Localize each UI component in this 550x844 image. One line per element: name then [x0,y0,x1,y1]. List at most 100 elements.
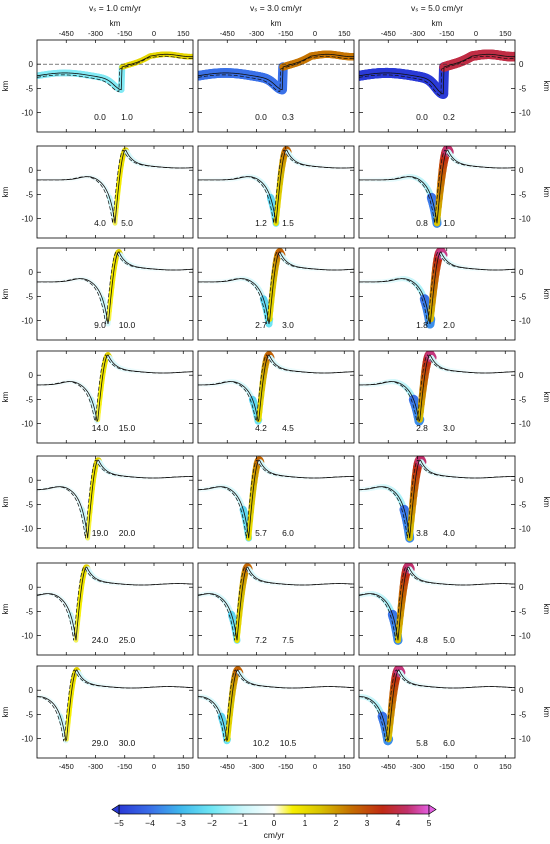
time-label: 1.8 [416,320,428,330]
panel: -450 -300 -150 0 150 0.0 0.3 [197,29,355,133]
panel: -10 -5 0 km 3.8 4.0 [358,455,550,549]
x-tick-label: -150 [117,29,132,38]
y-tick-label: 0 [29,476,34,485]
x-tick-label: -450 [59,762,74,771]
time-label: 3.8 [416,528,428,538]
y-axis-label: km [542,604,550,615]
topography-profile-line [198,566,354,641]
panel-content [37,352,193,424]
time-label: 1.0 [121,112,133,122]
colorbar-tick-label: −4 [145,818,155,828]
y-tick-label: -10 [21,525,33,534]
x-tick-label: -450 [381,29,396,38]
panel-content [359,666,515,746]
panel: -10 -5 0 -450 -300 -150 0 150 km 0.0 1.0 [1,29,194,133]
topography-profile-line [37,53,193,91]
previous-profile-line [359,459,515,539]
y-tick-label: 0 [519,166,524,175]
x-tick-label: -150 [439,29,454,38]
panel-frame [36,145,194,239]
x-tick-label: -300 [249,762,264,771]
panel-frame [358,350,516,444]
panel: -10 -5 0 -450 -300 -150 0 150 km 29.0 30.0 [1,665,194,771]
topography-profile-line [198,53,354,91]
y-tick-label: 0 [29,60,34,69]
previous-profile-line [359,354,515,423]
previous-profile-line [198,149,354,224]
panel: 5.7 6.0 [197,455,355,549]
x-tick-label: -450 [220,762,235,771]
panel-frame [197,350,355,444]
previous-profile-line [198,459,354,539]
colorbar-tick-label: −5 [114,818,124,828]
y-tick-label: -5 [26,84,34,93]
y-tick-label: -10 [21,215,33,224]
time-label: 20.0 [119,528,136,538]
colorbar-tick-label: 2 [334,818,339,828]
top-axis-label: km [432,19,443,28]
previous-profile-line [37,149,193,224]
time-label: 1.5 [282,218,294,228]
previous-profile-line [198,354,354,423]
x-tick-label: -450 [59,29,74,38]
time-label: 30.0 [119,738,136,748]
panel-frame [36,665,194,759]
y-tick-label: -5 [26,607,34,616]
y-tick-label: -5 [519,607,527,616]
time-label: 7.5 [282,635,294,645]
panel-background [198,456,354,548]
panel-background [37,563,193,655]
panel-content [37,667,193,744]
panel: -450 -300 -150 0 150 10.2 10.5 [197,665,355,771]
x-tick-label: 150 [338,762,351,771]
x-tick-label: 150 [177,762,190,771]
time-label: 0.2 [443,112,455,122]
panel: 7.2 7.5 [197,562,355,656]
y-axis-label: km [1,391,10,402]
time-label: 4.8 [416,635,428,645]
colorbar-tick-label: −1 [238,818,248,828]
time-label: 6.0 [443,738,455,748]
x-tick-label: 0 [152,762,156,771]
top-axis-label: km [110,19,121,28]
panel-frame [197,665,355,759]
y-tick-label: -5 [26,710,34,719]
panel-frame [36,39,194,133]
column-title: vₛ = 3.0 cm/yr [250,3,302,13]
column-title: vₛ = 1.0 cm/yr [89,3,141,13]
y-axis-label: km [542,707,550,718]
time-label: 7.2 [255,635,267,645]
y-tick-label: 0 [29,371,34,380]
panel: -10 -5 0 km 14.0 15.0 [1,350,194,444]
colorbar-tick-label: 4 [396,818,401,828]
y-tick-label: -5 [519,500,527,509]
panel-content [359,248,515,329]
y-axis-label: km [542,81,550,92]
panel-content [198,50,354,95]
panel-content [359,456,515,543]
time-label: 4.5 [282,423,294,433]
panel-content [359,49,515,99]
panel: -10 -5 0 -450 -300 -150 0 150 km 0.0 0.2 [358,29,550,133]
y-tick-label: 0 [519,583,524,592]
y-axis-label: km [542,392,550,403]
y-tick-label: -10 [21,632,33,641]
colorbar-tick-label: −2 [207,818,217,828]
panel-content [198,563,354,644]
panel: -10 -5 0 km 9.0 10.0 [1,247,194,341]
time-label: 10.0 [119,320,136,330]
y-tick-label: -10 [519,632,531,641]
y-tick-label: 0 [519,476,524,485]
panel: -10 -5 0 -450 -300 -150 0 150 km 5.8 6.0 [358,665,550,771]
panel-content [37,51,193,93]
y-tick-label: -10 [519,317,531,326]
panel-frame [197,455,355,549]
y-tick-label: 0 [519,686,524,695]
y-tick-label: -5 [519,84,527,93]
x-tick-label: -300 [249,29,264,38]
x-tick-label: -300 [410,29,425,38]
panel-frame [36,562,194,656]
panel: 4.2 4.5 [197,350,355,444]
colorbar-right-arrow [428,804,437,815]
panel-frame [358,665,516,759]
